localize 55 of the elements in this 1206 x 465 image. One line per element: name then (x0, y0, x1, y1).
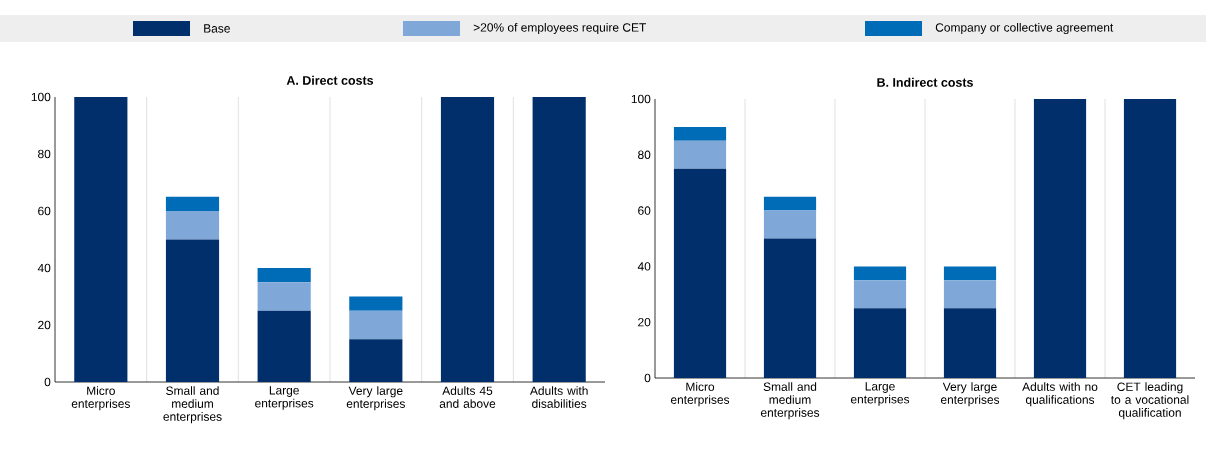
bar (943, 280, 997, 309)
x-tick-label: Small and medium enterprises (760, 382, 820, 420)
bar (673, 168, 727, 378)
bar (853, 266, 907, 281)
x-tick-label: CET leading to a vocational qualification (1110, 382, 1189, 420)
y-tick-label: 20 (638, 317, 651, 327)
y-tick-label: 0 (44, 377, 51, 387)
bar (943, 266, 997, 281)
bar (673, 126, 727, 141)
bar (1123, 99, 1177, 378)
y-tick-label: 60 (638, 206, 651, 215)
legend-label: Company or collective agreement (935, 22, 1114, 35)
x-tick-label: Micro enterprises (71, 386, 130, 411)
x-tick-label: Very large enterprises (940, 382, 1000, 407)
y-tick-label: 80 (638, 150, 651, 160)
bar (349, 339, 403, 382)
bar (673, 140, 727, 169)
bar (943, 308, 997, 378)
bar (165, 239, 220, 382)
y-tick-label: 60 (38, 206, 51, 216)
y-tick-label: 80 (38, 149, 51, 159)
bar (165, 196, 220, 211)
bar (763, 238, 817, 378)
bar (257, 282, 311, 311)
x-tick-label: Large enterprises (255, 386, 314, 410)
y-tick-label: 0 (644, 373, 651, 383)
bar (349, 296, 403, 311)
bar (74, 97, 128, 382)
bar (349, 310, 403, 340)
y-tick-label: 40 (37, 263, 51, 273)
bar (257, 268, 311, 283)
x-tick-label: Adults 45 and above (439, 386, 496, 408)
bar (440, 97, 495, 382)
bar (763, 210, 817, 239)
legend-label: >20% of employees require CET (473, 22, 647, 35)
x-tick-label: Very large enterprises (346, 386, 405, 411)
chart-title: A. Direct costs (286, 75, 374, 85)
bar (853, 308, 907, 378)
y-tick-label: 20 (38, 320, 51, 330)
x-tick-label: Micro enterprises (670, 382, 730, 407)
chart-title: B. Indirect costs (877, 77, 973, 87)
x-tick-label: Adults with disabilities (529, 386, 588, 408)
y-tick-label: 100 (31, 92, 51, 102)
bar (532, 97, 586, 382)
x-tick-label: Large enterprises (850, 382, 910, 406)
bar (853, 280, 907, 309)
bar (257, 310, 311, 382)
legend-label: Base (204, 24, 230, 33)
bar (763, 196, 817, 211)
bar (1033, 99, 1087, 378)
x-tick-label: Small and medium enterprises (163, 386, 222, 424)
x-tick-label: Adults with no qualifications (1022, 382, 1098, 407)
bar (165, 211, 220, 240)
y-tick-label: 40 (637, 262, 651, 271)
y-tick-label: 100 (631, 94, 651, 104)
